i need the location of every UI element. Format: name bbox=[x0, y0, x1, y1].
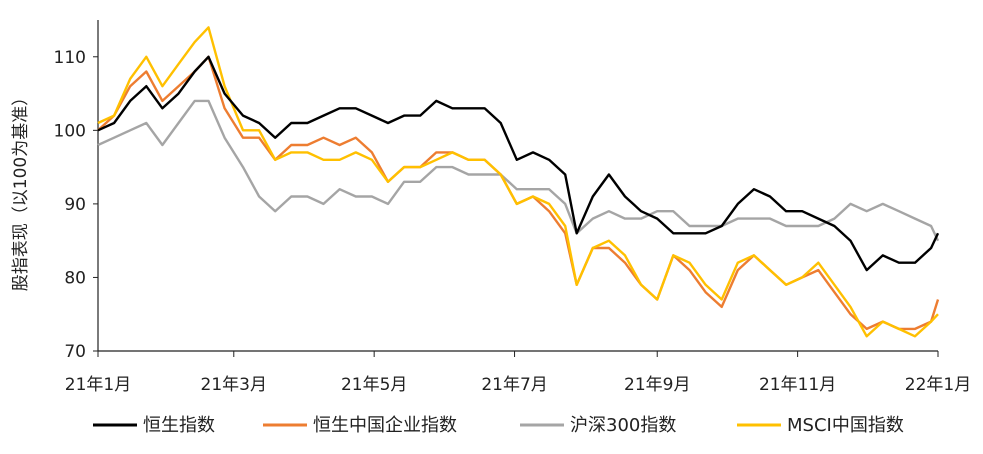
series-line-2 bbox=[97, 99, 940, 242]
legend: 恒生指数 恒生中国企业指数 沪深300指数 MSCI中国指数 bbox=[93, 415, 904, 436]
y-tick-label: 80 bbox=[64, 268, 86, 288]
x-tick-label: 21年7月 bbox=[481, 375, 547, 395]
series-line-3 bbox=[97, 26, 939, 338]
series-line-1 bbox=[97, 55, 940, 331]
y-axis-title-group: 股指表现（以100为基准） bbox=[11, 89, 31, 291]
axes: 70 80 90 100 110 21年1月 21年3月 21年5月 21年7月 21年9月 21年… bbox=[54, 20, 971, 395]
y-tick-label: 100 bbox=[54, 121, 86, 141]
series-lines bbox=[97, 26, 940, 338]
series-line-0 bbox=[97, 55, 940, 272]
legend-label: MSCI中国指数 bbox=[787, 415, 904, 436]
x-tick-label: 21年1月 bbox=[65, 375, 131, 395]
legend-label: 沪深300指数 bbox=[570, 415, 676, 436]
y-tick-label: 70 bbox=[64, 342, 86, 362]
y-tick-label: 90 bbox=[64, 195, 86, 215]
legend-label: 恒生中国企业指数 bbox=[313, 415, 457, 436]
x-tick-label: 21年5月 bbox=[341, 375, 407, 395]
y-tick-label: 110 bbox=[54, 48, 86, 68]
x-tick-label: 21年9月 bbox=[624, 375, 690, 395]
x-tick-label: 21年3月 bbox=[201, 375, 267, 395]
y-axis-title: 股指表现（以100为基准） bbox=[11, 89, 31, 291]
legend-label: 恒生指数 bbox=[143, 415, 215, 436]
x-tick-label: 22年1月 bbox=[905, 375, 971, 395]
x-tick-label: 21年11月 bbox=[759, 375, 836, 395]
